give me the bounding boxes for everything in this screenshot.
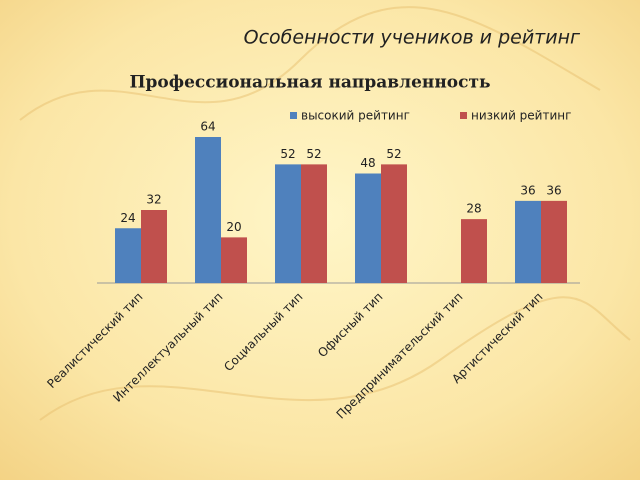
value-label: 32 <box>146 193 161 207</box>
bar <box>221 237 247 283</box>
bar <box>355 173 381 283</box>
legend-label: низкий рейтинг <box>471 109 571 123</box>
legend-swatch <box>290 112 297 119</box>
bar <box>115 228 141 283</box>
bar <box>195 137 221 283</box>
value-label: 24 <box>120 211 135 225</box>
value-label: 52 <box>280 147 295 161</box>
decoration <box>39 296 631 421</box>
bar <box>141 210 167 283</box>
value-label: 28 <box>466 202 481 216</box>
decoration <box>19 6 601 121</box>
value-label: 64 <box>200 120 215 134</box>
legend-swatch <box>460 112 467 119</box>
bar <box>275 164 301 283</box>
value-label: 52 <box>306 147 321 161</box>
bar <box>541 200 567 283</box>
legend-label: высокий рейтинг <box>301 109 410 123</box>
chart-title: Профессиональная направленность <box>129 73 490 93</box>
bar <box>381 164 407 283</box>
bar <box>461 219 487 283</box>
value-label: 20 <box>226 220 241 234</box>
value-label: 48 <box>360 156 375 170</box>
value-label: 52 <box>386 147 401 161</box>
bar <box>515 200 541 283</box>
value-label: 36 <box>520 183 535 197</box>
bar <box>301 164 327 283</box>
value-label: 36 <box>546 183 561 197</box>
slide-title: Особенности учеников и рейтинг <box>244 27 581 49</box>
